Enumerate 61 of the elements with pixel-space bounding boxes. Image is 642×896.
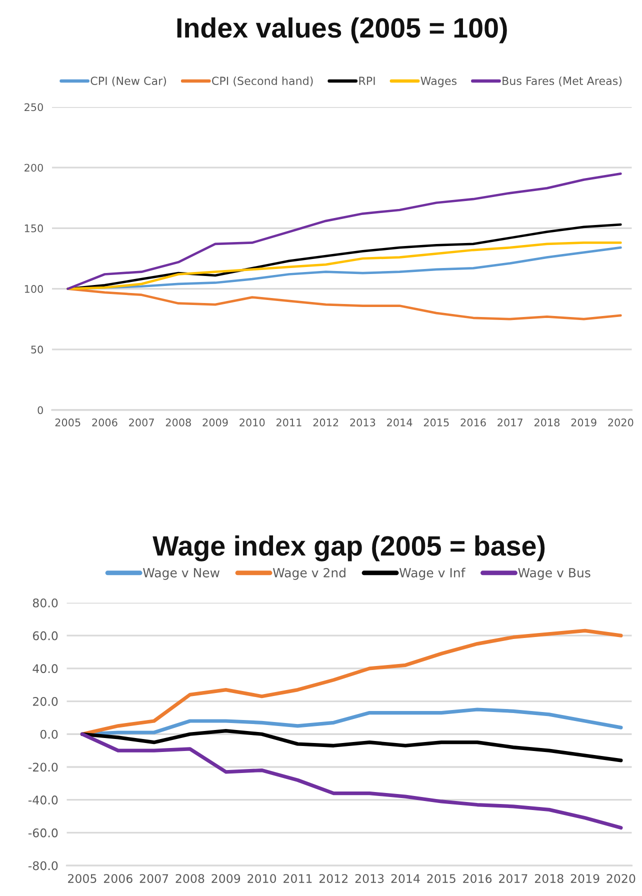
x-tick-label: 2017 (498, 418, 522, 426)
y-tick-label: -80.0 (28, 861, 58, 870)
legend-label: Wage v 2nd (272, 568, 346, 580)
legend-label: CPI (Second hand) (212, 76, 313, 86)
chart-title: Index values (2005 = 100) (177, 17, 507, 44)
y-tick-label: 250 (24, 103, 43, 112)
x-tick-label: 2011 (276, 418, 302, 426)
x-tick-label: 2019 (571, 418, 596, 426)
x-tick-label: 2011 (284, 874, 312, 884)
x-tick-label: 2010 (240, 418, 265, 426)
y-tick-label: 60.0 (32, 631, 58, 640)
legend-label: RPI (359, 76, 375, 85)
x-tick-label: 2017 (499, 874, 528, 884)
x-tick-label: 2009 (212, 874, 240, 884)
y-tick-label: 100 (24, 285, 43, 293)
x-tick-label: 2018 (534, 874, 564, 884)
x-tick-label: 2019 (570, 874, 600, 884)
y-tick-label: 40.0 (32, 664, 58, 674)
x-tick-label: 2006 (104, 874, 132, 884)
x-tick-label: 2006 (92, 418, 118, 426)
x-tick-label: 2012 (319, 874, 348, 884)
x-tick-label: 2010 (248, 874, 276, 884)
line-series (80, 628, 623, 736)
x-tick-label: 2008 (176, 874, 204, 884)
x-tick-label: 2014 (391, 874, 420, 884)
x-tick-label: 2020 (606, 874, 636, 884)
x-tick-label: 2020 (608, 418, 634, 426)
x-tick-label: 2012 (313, 418, 338, 426)
legend-label: Bus Fares (Met Areas) (502, 76, 622, 86)
y-tick-label: -60.0 (28, 828, 58, 838)
legend-label: Wages (420, 76, 457, 88)
y-tick-label: 200 (24, 164, 43, 172)
legend-label: Wage v Bus (518, 568, 590, 580)
legend-label: Wage v New (142, 568, 220, 580)
legend-label: CPI (New Car) (90, 76, 166, 86)
y-tick-label: -40.0 (28, 796, 58, 804)
x-tick-label: 2008 (166, 418, 191, 426)
line-series (80, 732, 623, 830)
x-tick-label: 2013 (355, 874, 384, 884)
x-tick-label: 2018 (534, 418, 560, 426)
x-tick-label: 2016 (460, 418, 486, 426)
x-tick-label: 2007 (140, 874, 168, 884)
x-tick-label: 2005 (55, 418, 80, 426)
y-tick-label: -20.0 (28, 762, 58, 772)
x-tick-label: 2015 (427, 874, 456, 884)
x-tick-label: 2015 (424, 418, 449, 426)
x-tick-label: 2005 (68, 874, 96, 884)
legend-label: Wage v Inf (399, 568, 466, 580)
x-tick-label: 2016 (463, 874, 492, 884)
x-tick-label: 2014 (387, 418, 412, 426)
y-tick-label: 0 (38, 406, 43, 414)
y-tick-label: 50 (31, 346, 43, 354)
y-tick-label: 150 (24, 224, 43, 232)
x-tick-label: 2009 (202, 418, 228, 426)
x-tick-label: 2007 (129, 418, 154, 426)
line-series (66, 172, 622, 290)
chart-title: Wage index gap (2005 = base) (152, 535, 545, 562)
y-tick-label: 20.0 (33, 697, 58, 706)
y-tick-label: 80.0 (32, 598, 58, 608)
y-tick-label: 0.0 (40, 730, 58, 739)
x-tick-label: 2013 (350, 418, 376, 426)
